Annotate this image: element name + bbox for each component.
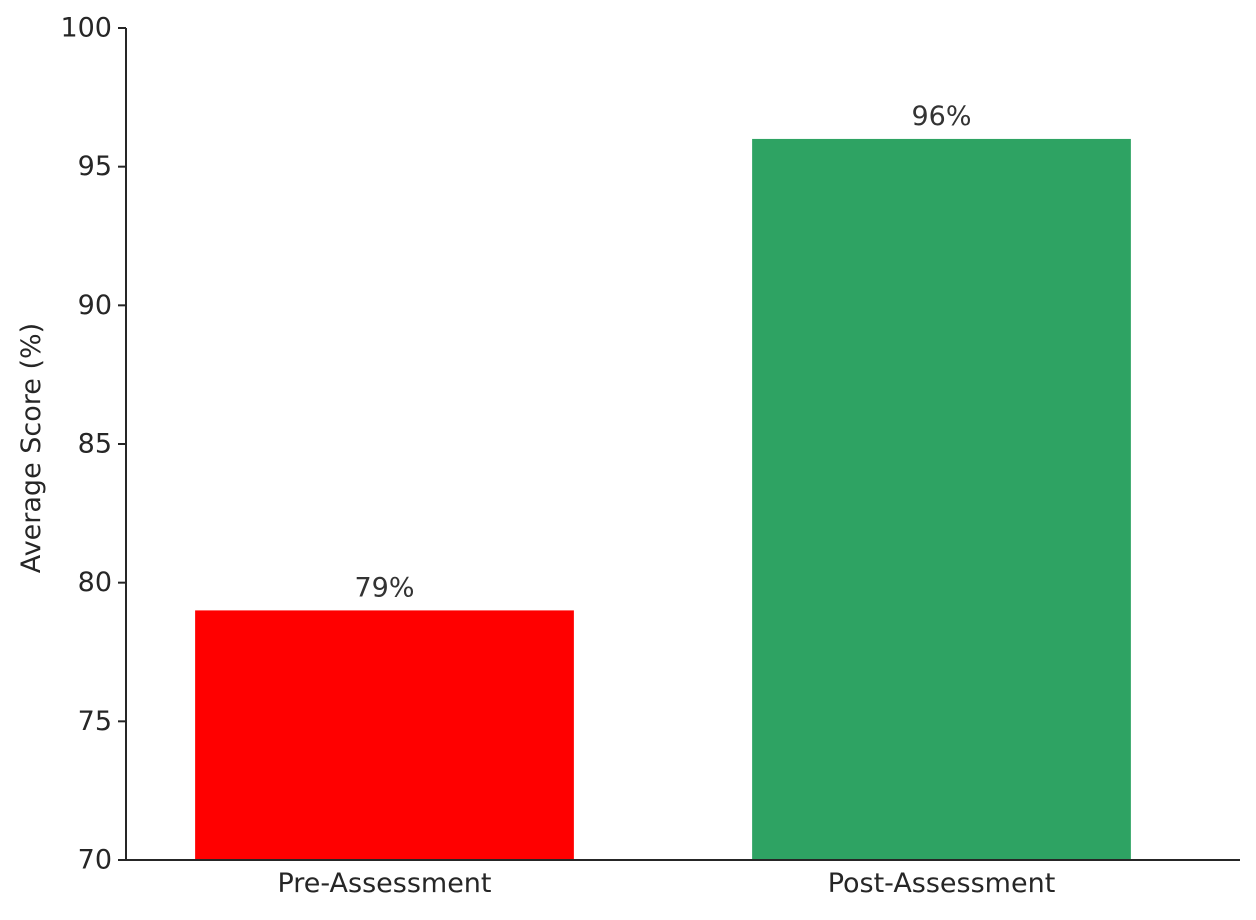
x-category-label: Post-Assessment bbox=[828, 868, 1056, 899]
y-tick-label: 100 bbox=[60, 13, 112, 44]
bar-value-label: 96% bbox=[911, 101, 971, 132]
y-tick-label: 95 bbox=[78, 151, 112, 182]
bar-value-label: 79% bbox=[354, 572, 414, 603]
y-tick-label: 75 bbox=[78, 706, 112, 737]
y-tick-label: 90 bbox=[78, 290, 112, 321]
bars-group bbox=[195, 138, 1131, 860]
bar bbox=[195, 610, 574, 860]
data-labels-group: 79% 96% bbox=[354, 101, 971, 603]
y-axis-title: Average Score (%) bbox=[16, 323, 47, 573]
y-tick-label: 80 bbox=[78, 567, 112, 598]
x-axis-labels: Pre-Assessment Post-Assessment bbox=[277, 868, 1055, 899]
y-tick-label: 70 bbox=[78, 845, 112, 876]
bar bbox=[752, 138, 1131, 860]
y-axis-ticks: 70 75 80 85 90 95 100 bbox=[60, 13, 126, 876]
y-tick-label: 85 bbox=[78, 429, 112, 460]
x-category-label: Pre-Assessment bbox=[277, 868, 491, 899]
